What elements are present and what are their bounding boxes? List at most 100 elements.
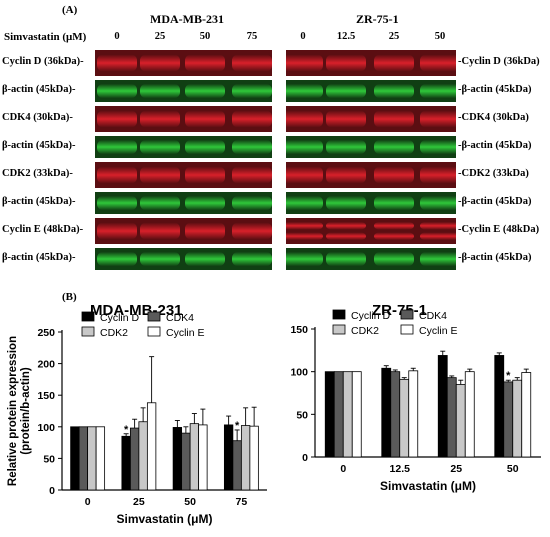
band-left-2-2 [185,110,225,128]
bar-cyclin-d-25 [437,355,448,458]
blot-right-4 [286,162,456,188]
bar-cdk2-25 [455,384,466,458]
legend-swatch-cdk4 [147,311,161,322]
band-right-2-1 [326,110,366,128]
blot-label-left-3: β-actin (45kDa)- [2,140,76,151]
bar-cyclin-e-75 [249,425,259,491]
blot-left-7 [95,248,272,270]
band-left-6-3 [232,222,272,240]
blot-label-right-1: -β-actin (45kDa) [458,84,532,95]
blot-left-5 [95,192,272,214]
bar-cyclin-e-50 [198,424,208,491]
bar-cdk2-0 [342,371,353,458]
blot-label-right-3: -β-actin (45kDa) [458,140,532,151]
x-tick-label: 0 [340,463,346,475]
band-left-4-1 [140,166,180,184]
y-tick-label: 150 [37,390,55,402]
legend-swatch-cyclin-e [400,324,414,335]
band-right-2-0 [286,110,323,128]
band-left-4-2 [185,166,225,184]
blot-left-3 [95,136,272,158]
band-right-3-0 [286,139,323,155]
band-left-3-3 [232,139,272,155]
band-right-0-0 [286,54,323,72]
concentration-label-right-2: 25 [388,31,400,42]
significance-mark: * [124,424,129,436]
blot-right-5 [286,192,456,214]
band-right-4-3 [420,166,456,184]
y-tick-label: 50 [43,453,55,465]
blot-right-3 [286,136,456,158]
y-tick-label: 100 [290,367,308,379]
blot-left-6 [95,218,272,244]
band-right-6-0 [286,221,323,230]
panel-a-label: (A) [62,4,78,16]
band-left-1-3 [232,83,272,99]
legend-label-cdk4: CDK4 [419,310,447,322]
band-right-1-0 [286,83,323,99]
concentration-label-left-3: 75 [246,31,258,42]
band-left-4-0 [97,166,137,184]
blot-label-right-7: -β-actin (45kDa) [458,252,532,263]
band-right-1-1 [326,83,366,99]
cell-line-left: MDA-MB-231 [150,12,224,26]
concentration-label-right-1: 12.5 [336,31,356,42]
blot-label-left-2: CDK4 (30kDa)- [2,112,73,123]
band-right-2-2 [374,110,414,128]
band-left-5-1 [140,195,180,211]
blot-left-0 [95,50,272,76]
bar-cyclin-d-0 [324,371,335,458]
band-right-5-3 [420,195,456,211]
x-tick-label: 0 [85,496,91,508]
band-right-4-2 [374,166,414,184]
bar-cdk4-12.5 [390,371,401,458]
bar-cdk4-75 [232,440,242,491]
blot-label-left-6: Cyclin E (48kDa)- [2,224,84,235]
band-right-1-3 [420,83,456,99]
x-axis-label: Simvastatin (μM) [116,512,212,526]
band-right-7-1 [326,251,366,267]
blot-left-1 [95,80,272,102]
bar-cdk4-25 [129,427,140,491]
bar-cdk4-50 [181,432,191,491]
blot-right-1 [286,80,456,102]
band-right-1-2 [374,83,414,99]
blot-left-4 [95,162,272,188]
bar-cyclin-e-25 [464,371,475,458]
bar-cyclin-d-0 [70,426,80,491]
blot-label-right-2: -CDK4 (30kDa) [458,112,529,123]
band-left-1-0 [97,83,137,99]
band-right-5-0 [286,195,323,211]
y-tick-label: 100 [37,422,55,434]
band-right-6-2 [374,221,414,230]
band-right-3-2 [374,139,414,155]
blot-label-left-1: β-actin (45kDa)- [2,84,76,95]
band-left-3-0 [97,139,137,155]
legend-label-cyclin-e: Cyclin E [166,327,205,339]
legend-label-cyclin-e: Cyclin E [419,325,458,337]
band-right-0-2 [374,54,414,72]
x-tick-label: 25 [133,496,145,508]
band-left-3-2 [185,139,225,155]
x-tick-label: 25 [450,463,462,475]
significance-mark: * [235,420,240,432]
legend-label-cdk2: CDK2 [100,327,128,339]
simvastatin-label: Simvastatin (μM) [4,31,87,43]
bar-cyclin-d-12.5 [381,367,392,458]
band-left-5-0 [97,195,137,211]
blot-right-0 [286,50,456,76]
y-tick-label: 50 [296,409,308,421]
band-left-1-1 [140,83,180,99]
bar-cdk2-0 [87,426,97,491]
band-left-2-1 [140,110,180,128]
bar-cdk2-50 [189,423,200,491]
band-right-4-1 [326,166,366,184]
bar-cyclin-e-12.5 [408,370,419,458]
panel-b-label: (B) [62,291,77,303]
band-left-0-1 [140,54,180,72]
x-axis-label: Simvastatin (μM) [380,479,476,493]
band-right-2-3 [420,110,456,128]
bar-cdk4-25 [446,377,457,458]
